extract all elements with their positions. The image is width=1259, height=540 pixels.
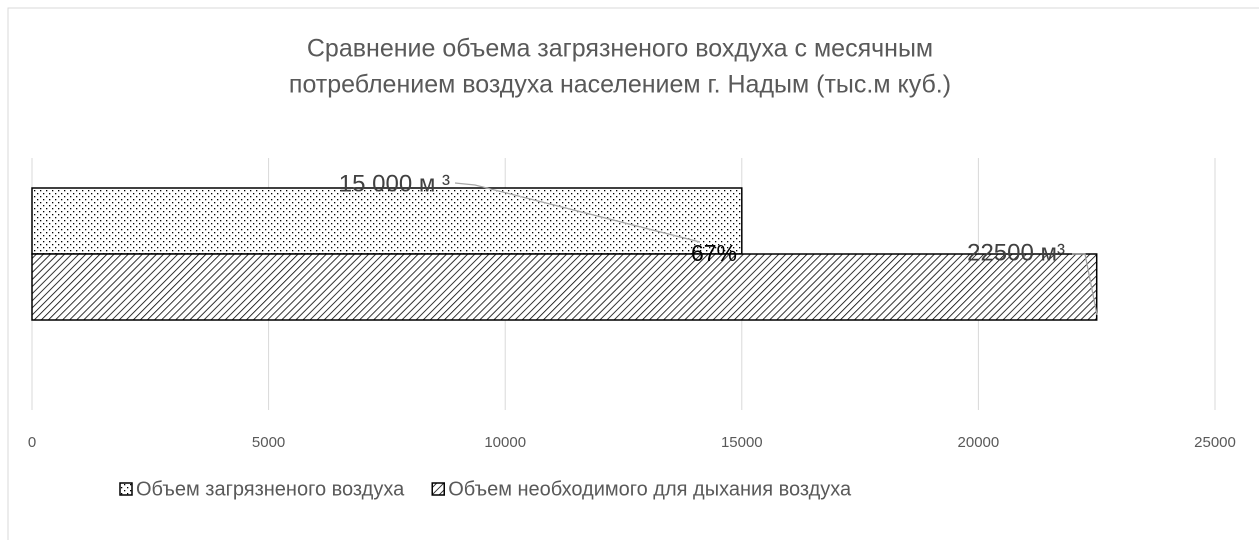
legend-label: Объем загрязненого воздуха <box>136 478 405 500</box>
annotation: 67% <box>691 240 737 266</box>
bar <box>31 187 743 255</box>
data-label: 15 000 м ³ <box>339 170 450 197</box>
x-tick-label: 25000 <box>1194 434 1236 451</box>
x-tick-label: 15000 <box>721 434 763 451</box>
data-label: 22500 м³ <box>967 239 1065 266</box>
x-tick-label: 20000 <box>958 434 1000 451</box>
chart-title: потреблением воздуха населением г. Надым… <box>289 71 951 99</box>
x-tick-label: 5000 <box>252 434 285 451</box>
chart-title: Сравнение объема загрязненого вохдуха с … <box>307 35 933 63</box>
x-tick-label: 10000 <box>484 434 526 451</box>
legend-swatch <box>431 482 445 496</box>
bar <box>31 253 1098 321</box>
leader-line <box>454 182 701 243</box>
legend-swatch <box>119 482 133 496</box>
x-tick-label: 0 <box>28 434 36 451</box>
leader-line <box>1072 253 1098 316</box>
legend-label: Объем необходимого для дыхания воздуха <box>448 478 852 500</box>
